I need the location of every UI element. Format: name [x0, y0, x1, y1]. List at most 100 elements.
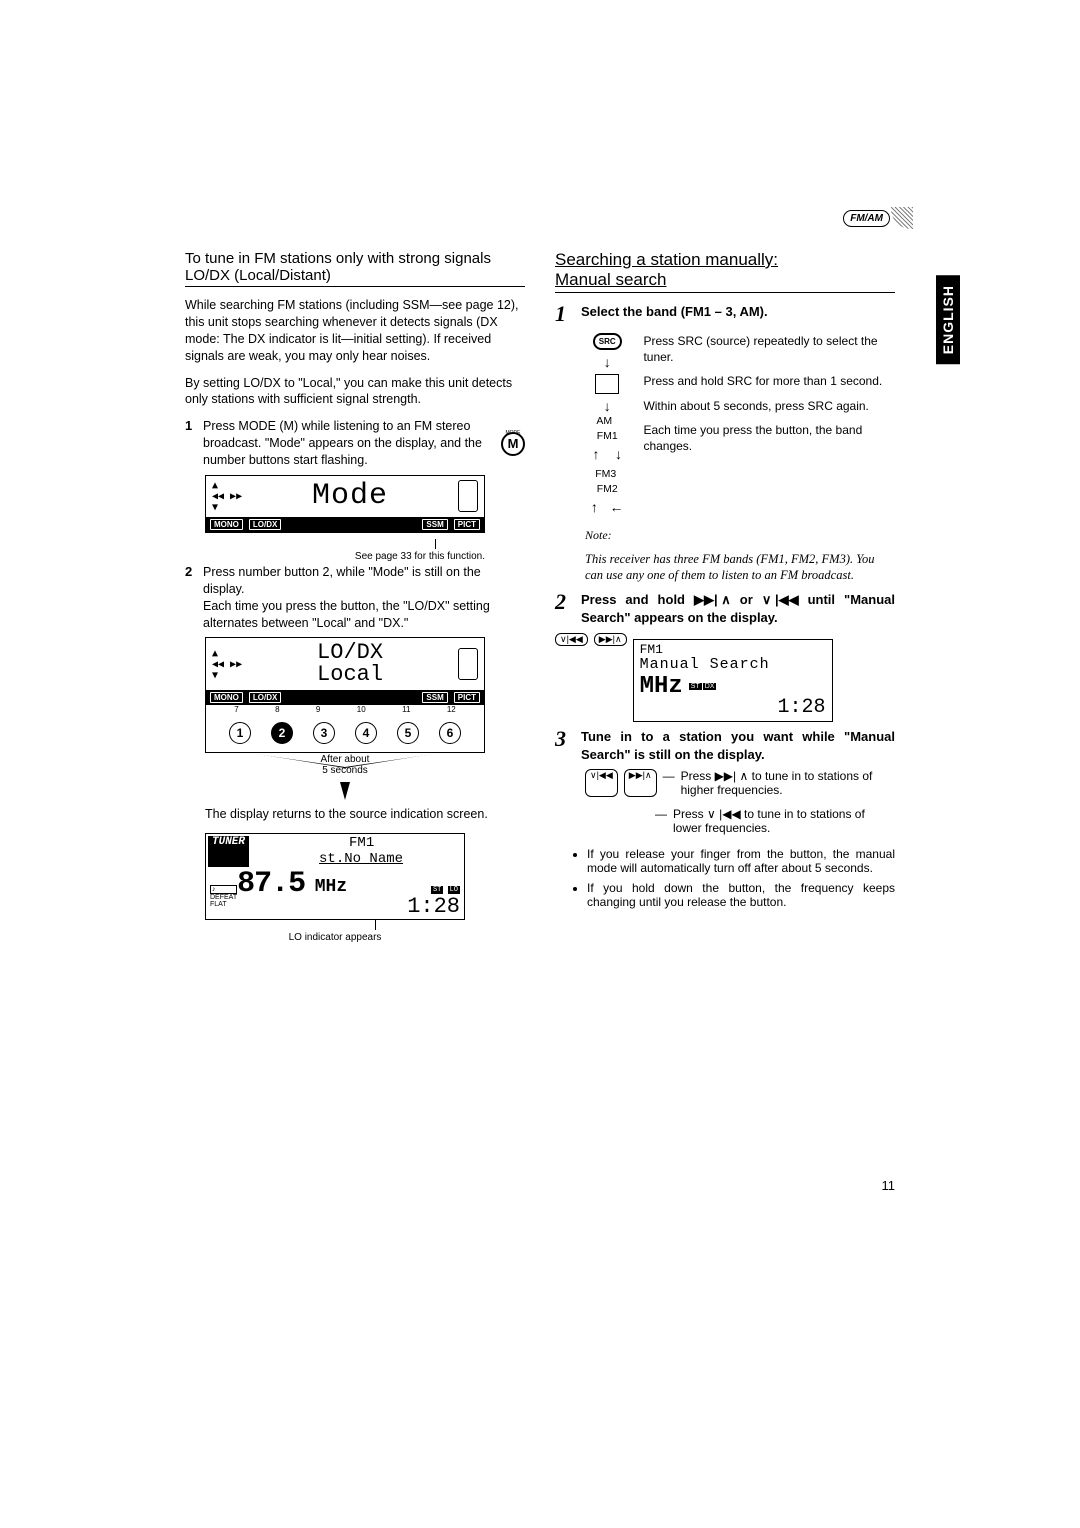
lcd-nav-icons: ▲◀◀ ▶▶▼	[212, 480, 242, 513]
num-label: 12	[447, 705, 456, 714]
page-number: 11	[882, 1178, 896, 1193]
note-item: If you hold down the button, the frequen…	[587, 881, 895, 909]
step-title: Tune in to a station you want while "Man…	[581, 728, 895, 763]
lodx-para-1: While searching FM stations (including S…	[185, 297, 525, 365]
tuner-tag: ST	[431, 886, 443, 894]
lcd-tag: SSM	[422, 692, 447, 703]
forward-up-icon: ▶▶| ∧	[715, 769, 749, 783]
lcd-tag: SSM	[422, 519, 447, 530]
left-step-1: 1 Press MODE (M) while listening to an F…	[185, 418, 525, 469]
step-number: 3	[555, 728, 573, 763]
down-rewind-icon: ∨ |◀◀	[707, 807, 741, 821]
note-item: If you release your finger from the butt…	[587, 847, 895, 875]
tuner-time: 1:28	[407, 894, 460, 919]
lcd-tag: LO/DX	[249, 519, 281, 530]
src-button-icon: SRC	[593, 333, 622, 350]
lcd-tag: MONO	[210, 692, 243, 703]
src-desc: Press and hold SRC for more than 1 secon…	[643, 373, 895, 389]
tuner-band: FM1	[249, 836, 464, 851]
band-label: FM3	[595, 468, 616, 480]
lo-caption: LO indicator appears	[205, 932, 465, 943]
lcd-hourglass-icon	[458, 648, 478, 680]
language-tab: ENGLISH	[936, 275, 960, 364]
lcd-lodx-line2: Local	[242, 664, 458, 686]
ff-up-button: ▶▶|∧	[624, 769, 657, 797]
tuner-station: st.No Name	[319, 851, 403, 867]
src-desc: Press SRC (source) repeatedly to select …	[643, 333, 895, 365]
fm-am-badge: FM/AM	[843, 210, 890, 227]
step-title: Select the band (FM1 – 3, AM).	[581, 303, 895, 321]
ff-up-button: ▶▶|∧	[594, 633, 627, 646]
note-text: This receiver has three FM bands (FM1, F…	[585, 551, 895, 584]
right-column: Searching a station manually: Manual sea…	[555, 250, 895, 945]
manual-search-heading: Searching a station manually: Manual sea…	[555, 250, 895, 293]
lcd-hourglass-icon	[458, 480, 478, 512]
notes-list: If you release your finger from the butt…	[575, 847, 895, 909]
step-number: 1	[555, 303, 573, 325]
mode-button-icon: M	[501, 432, 525, 456]
eq-tag: FLAT	[210, 901, 237, 908]
down-rw-button: ∨|◀◀	[585, 769, 618, 797]
right-step-3: 3 Tune in to a station you want while "M…	[555, 728, 895, 763]
num-label: 7	[234, 705, 238, 714]
tuner-label: TUNER	[208, 836, 249, 867]
num-label: 8	[275, 705, 279, 714]
number-button-1: 1	[229, 722, 251, 744]
note-label: Note:	[585, 528, 895, 543]
lcd-tag: LO/DX	[249, 692, 281, 703]
lcd-tag: PICT	[454, 692, 480, 703]
right-step-2: 2 Press and hold ▶▶| ∧ or ∨ |◀◀ until "M…	[555, 591, 895, 626]
lcd-tag: PICT	[454, 519, 480, 530]
step-number: 2	[185, 564, 195, 632]
lcd-lodx-line1: LO/DX	[242, 642, 458, 664]
band-label: FM2	[597, 483, 618, 495]
left-column: To tune in FM stations only with strong …	[185, 250, 525, 945]
lcd-nav-icons: ▲◀◀ ▶▶▼	[212, 648, 242, 681]
step-text: Press number button 2, while "Mode" is s…	[203, 564, 525, 598]
left-step-2: 2 Press number button 2, while "Mode" is…	[185, 564, 525, 632]
arrow-down-icon	[340, 782, 350, 800]
eq-tag: ♪	[210, 885, 237, 894]
manual-unit: MHz	[640, 673, 683, 700]
num-label: 11	[402, 705, 410, 714]
lcd-mode-text: Mode	[242, 481, 458, 511]
lodx-para-2: By setting LO/DX to "Local," you can mak…	[185, 375, 525, 409]
number-button-5: 5	[397, 722, 419, 744]
num-label: 10	[357, 705, 366, 714]
right-step-1: 1 Select the band (FM1 – 3, AM).	[555, 303, 895, 325]
tuner-freq: 87.5	[237, 867, 305, 901]
band-label: AM	[596, 415, 612, 427]
after-label: After about	[321, 754, 370, 765]
manual-band: FM1	[640, 643, 826, 657]
tuner-tag: LO	[448, 886, 460, 894]
lcd-manual-search: FM1 Manual Search MHz STDX 1:28	[633, 639, 833, 723]
lcd-mode: ▲◀◀ ▶▶▼ Mode MONO LO/DX SSM PICT	[205, 475, 485, 533]
src-button-diagram: SRC ↓ ↓ AM FM1 ↑ ↓ FM3 FM2 ↑ ←	[585, 333, 629, 520]
eq-tag: DEFEAT	[210, 894, 237, 901]
manual-tag: ST	[689, 683, 702, 690]
step-text: Each time you press the button, the "LO/…	[203, 598, 525, 632]
step-number: 2	[555, 591, 573, 626]
number-button-4: 4	[355, 722, 377, 744]
lcd-tuner: TUNER FM1 st.No Name ♪ DEFEAT FLAT 87.5 …	[205, 833, 465, 920]
manual-text: Manual Search	[640, 657, 826, 674]
lcd-caption: See page 33 for this function.	[205, 551, 485, 562]
after-label: 5 seconds	[322, 765, 368, 776]
manual-page: To tune in FM stations only with strong …	[0, 0, 1080, 985]
band-label: FM1	[597, 430, 618, 442]
number-button-2: 2	[271, 722, 293, 744]
number-button-6: 6	[439, 722, 461, 744]
step-number: 1	[185, 418, 195, 469]
src-desc: Each time you press the button, the band…	[643, 422, 895, 454]
manual-tag: DX	[703, 683, 717, 690]
step-text: Press MODE (M) while listening to an FM …	[203, 418, 493, 469]
down-rw-button: ∨|◀◀	[555, 633, 588, 646]
tuner-unit: MHz	[315, 877, 347, 897]
lcd-tag: MONO	[210, 519, 243, 530]
number-button-3: 3	[313, 722, 335, 744]
src-desc: Within about 5 seconds, press SRC again.	[643, 398, 895, 414]
down-rewind-icon: ∨ |◀◀	[762, 591, 799, 609]
lodx-heading: To tune in FM stations only with strong …	[185, 250, 525, 287]
num-label: 9	[316, 705, 320, 714]
return-text: The display returns to the source indica…	[205, 806, 525, 823]
